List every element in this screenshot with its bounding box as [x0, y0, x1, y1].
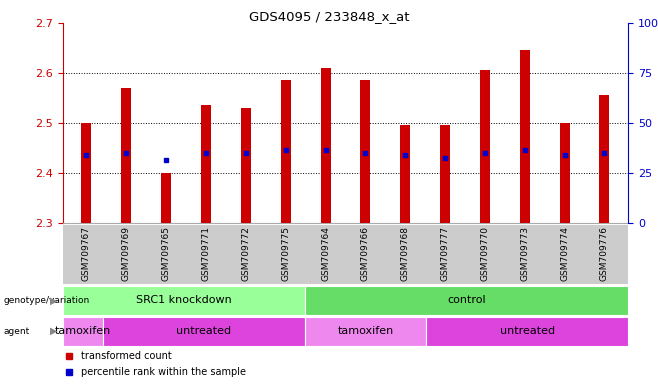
Text: GSM709774: GSM709774 [560, 227, 569, 281]
Text: GSM709766: GSM709766 [361, 227, 370, 281]
Bar [305, 286, 628, 315]
Bar [103, 317, 305, 346]
Bar [426, 317, 628, 346]
Bar [201, 106, 211, 223]
Text: ▶: ▶ [51, 295, 58, 306]
Text: transformed count: transformed count [81, 351, 171, 361]
Bar [599, 95, 609, 223]
Text: GSM709767: GSM709767 [82, 227, 91, 281]
Bar [320, 68, 330, 223]
Text: percentile rank within the sample: percentile rank within the sample [81, 367, 245, 377]
Bar [161, 173, 171, 223]
Bar [520, 51, 530, 223]
Text: genotype/variation: genotype/variation [3, 296, 89, 305]
Text: GSM709765: GSM709765 [162, 227, 170, 281]
Text: tamoxifen: tamoxifen [55, 326, 111, 336]
Text: GSM709773: GSM709773 [520, 227, 529, 281]
Bar [63, 286, 305, 315]
Bar [82, 123, 91, 223]
Bar [480, 71, 490, 223]
Text: GSM709772: GSM709772 [241, 227, 250, 281]
Bar [440, 125, 450, 223]
Bar [281, 81, 291, 223]
Text: GSM709770: GSM709770 [480, 227, 490, 281]
Bar [241, 108, 251, 223]
Bar [560, 123, 570, 223]
Text: GSM709769: GSM709769 [122, 227, 131, 281]
Text: ▶: ▶ [51, 326, 58, 336]
Text: GSM709775: GSM709775 [281, 227, 290, 281]
Bar [400, 125, 410, 223]
Text: untreated: untreated [176, 326, 232, 336]
Text: GDS4095 / 233848_x_at: GDS4095 / 233848_x_at [249, 10, 409, 23]
Text: GSM709771: GSM709771 [201, 227, 211, 281]
Text: GSM709777: GSM709777 [441, 227, 449, 281]
Bar [121, 88, 131, 223]
Bar [305, 317, 426, 346]
Text: SRC1 knockdown: SRC1 knockdown [136, 295, 232, 306]
Text: agent: agent [3, 327, 30, 336]
Bar [63, 317, 103, 346]
Bar [361, 81, 370, 223]
Text: control: control [447, 295, 486, 306]
Text: untreated: untreated [500, 326, 555, 336]
Text: GSM709764: GSM709764 [321, 227, 330, 281]
Text: tamoxifen: tamoxifen [338, 326, 393, 336]
Text: GSM709776: GSM709776 [600, 227, 609, 281]
Text: GSM709768: GSM709768 [401, 227, 410, 281]
